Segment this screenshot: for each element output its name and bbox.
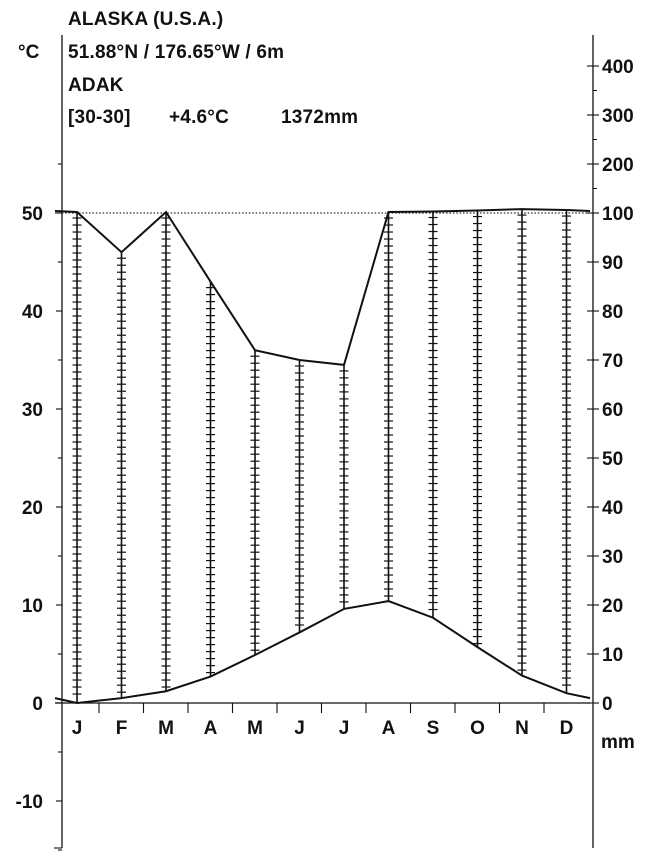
station-period: [30-30] (68, 107, 131, 128)
month-label: O (470, 718, 485, 739)
temperature-tick-label: 10 (22, 596, 43, 617)
month-label: J (339, 718, 350, 739)
precipitation-tick-label: 40 (602, 498, 623, 519)
precipitation-tick-label: 20 (602, 596, 623, 617)
station-coordinates: 51.88°N / 176.65°W / 6m (68, 42, 285, 63)
temperature-curve (54, 600, 591, 705)
precipitation-tick-label: 80 (602, 302, 623, 323)
station-name: ADAK (68, 75, 124, 96)
precipitation-tick-label: 400 (602, 57, 634, 78)
temperature-tick-label: 40 (22, 302, 43, 323)
precipitation-tick-label: 50 (602, 449, 623, 470)
annual-precipitation: 1372mm (281, 107, 359, 128)
month-label: A (204, 718, 218, 739)
temperature-tick-label: 0 (32, 694, 43, 715)
precipitation-tick-label: 10 (602, 645, 623, 666)
precipitation-curve (54, 208, 591, 366)
precipitation-tick-label: 0 (602, 694, 613, 715)
month-label: J (294, 718, 305, 739)
temperature-unit: °C (18, 42, 40, 63)
temperature-tick-label: 20 (22, 498, 43, 519)
month-label: D (560, 718, 574, 739)
precipitation-tick-label: 60 (602, 400, 623, 421)
temperature-tick-label: 30 (22, 400, 43, 421)
month-label: J (72, 718, 83, 739)
temperature-tick-label: -10 (16, 792, 43, 813)
precipitation-tick-label: 300 (602, 106, 634, 127)
precipitation-tick-label: 90 (602, 253, 623, 274)
month-label: F (116, 718, 128, 739)
month-label: N (515, 718, 529, 739)
month-label: S (427, 718, 440, 739)
temperature-tick-label: 50 (22, 204, 43, 225)
precipitation-tick-label: 70 (602, 351, 623, 372)
precipitation-unit: mm (601, 732, 635, 753)
precipitation-tick-label: 100 (602, 204, 634, 225)
precipitation-tick-label: 30 (602, 547, 623, 568)
precipitation-tick-label: 200 (602, 155, 634, 176)
month-label: A (382, 718, 396, 739)
month-label: M (158, 718, 174, 739)
region-title: ALASKA (U.S.A.) (68, 9, 224, 30)
mean-temperature: +4.6°C (169, 107, 230, 128)
month-label: M (247, 718, 263, 739)
